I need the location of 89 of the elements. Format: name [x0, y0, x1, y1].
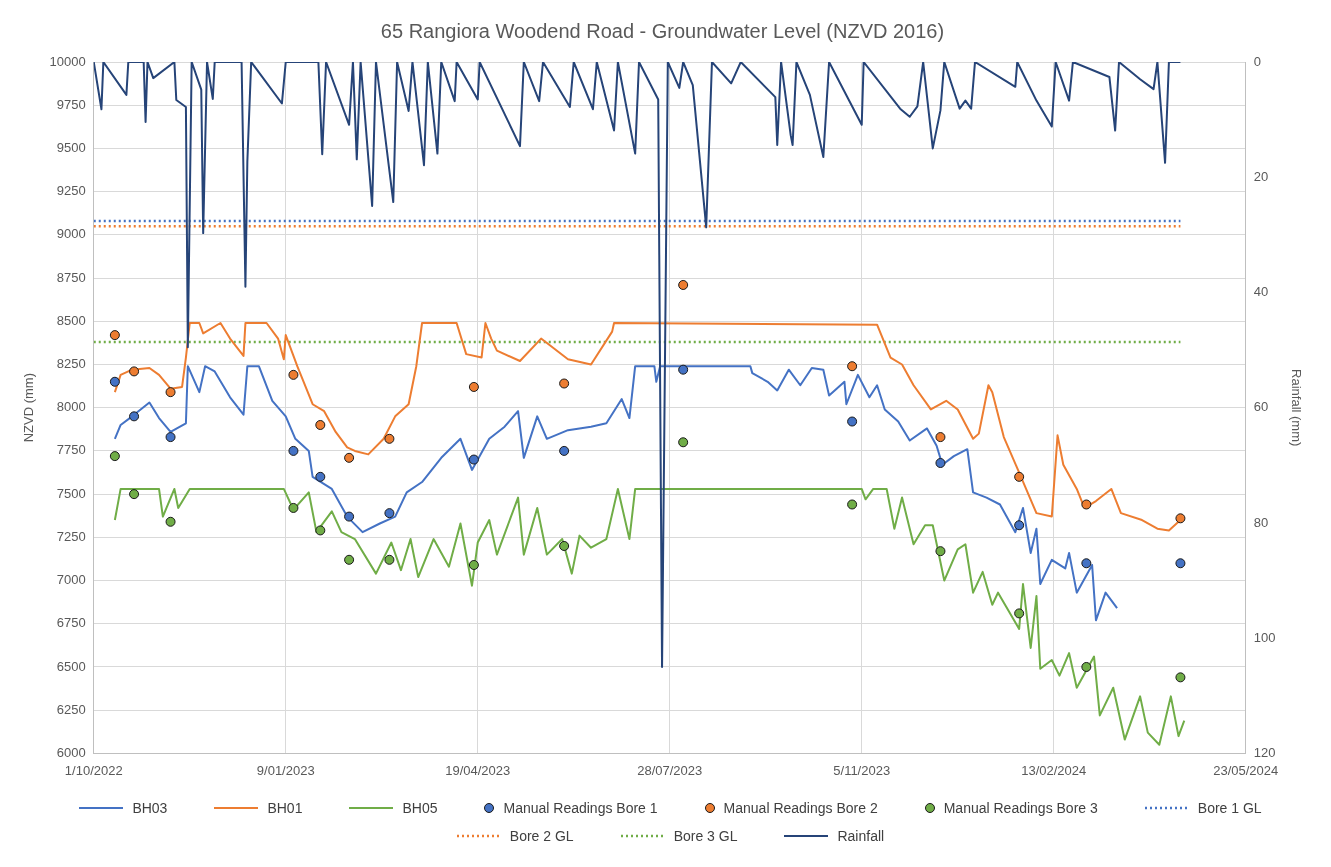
- point: [935, 546, 946, 557]
- point: [315, 419, 326, 430]
- legend-label: Rainfall: [837, 828, 885, 844]
- point: [384, 554, 395, 565]
- x-tick-label: 13/02/2024: [1021, 762, 1087, 778]
- legend-label: Bore 3 GL: [673, 828, 738, 844]
- legend-label: Manual Readings Bore 1: [503, 800, 658, 816]
- x-tick-label: 19/04/2023: [445, 762, 511, 778]
- y-tick-label: 9250: [56, 183, 86, 199]
- point: [344, 511, 355, 522]
- point: [1175, 558, 1186, 569]
- chart-title: 65 Rangiora Woodend Road - Groundwater Level (NZVD 2016): [380, 19, 945, 42]
- legend-label: Bore 1 GL: [1197, 800, 1262, 816]
- y2-tick-label: 80: [1253, 514, 1269, 530]
- y-tick-label: 8750: [56, 269, 86, 285]
- point: [678, 279, 689, 290]
- y2-tick-label: 0: [1253, 53, 1261, 69]
- y2-tick-label: 60: [1253, 399, 1269, 415]
- point: [129, 489, 140, 500]
- point: [1081, 661, 1092, 672]
- y-tick-label: 7250: [56, 528, 86, 544]
- x-tick-label: 1/10/2022: [64, 762, 123, 778]
- y2-axis-title: Rainfall (mm): [1288, 369, 1304, 447]
- point: [129, 411, 140, 422]
- point: [315, 471, 326, 482]
- point: [288, 502, 299, 513]
- legend-label: BH05: [402, 800, 438, 816]
- y-tick-label: 6250: [56, 701, 86, 717]
- point: [288, 445, 299, 456]
- point: [165, 516, 176, 527]
- point: [109, 330, 120, 341]
- y2-tick-label: 120: [1253, 744, 1276, 760]
- point: [1175, 513, 1186, 524]
- point: [129, 366, 140, 377]
- point: [559, 540, 570, 551]
- point: [315, 525, 326, 536]
- y-tick-label: 8000: [56, 399, 86, 415]
- point: [1014, 608, 1025, 619]
- point: [384, 508, 395, 519]
- point: [344, 452, 355, 463]
- x-tick-label: 23/05/2024: [1213, 762, 1279, 778]
- y-tick-label: 8500: [56, 312, 86, 328]
- point: [935, 432, 946, 443]
- point: [1014, 471, 1025, 482]
- y-tick-label: 8250: [56, 356, 86, 372]
- legend-label: Manual Readings Bore 3: [943, 800, 1098, 816]
- x-tick-label: 9/01/2023: [256, 762, 315, 778]
- y-tick-label: 7000: [56, 572, 86, 588]
- y2-tick-label: 40: [1253, 284, 1269, 300]
- point: [847, 416, 858, 427]
- y-tick-label: 7500: [56, 485, 86, 501]
- point: [935, 458, 946, 469]
- point: [384, 433, 395, 444]
- point: [847, 361, 858, 372]
- point: [847, 499, 858, 510]
- y2-tick-label: 20: [1253, 168, 1269, 184]
- point: [559, 378, 570, 389]
- y-tick-label: 6750: [56, 615, 86, 631]
- legend-label: Manual Readings Bore 2: [723, 800, 878, 816]
- point: [678, 437, 689, 448]
- point: [1175, 672, 1186, 683]
- y2-tick-label: 100: [1253, 629, 1276, 645]
- y-tick-label: 6000: [56, 744, 86, 760]
- y-tick-label: 9000: [56, 226, 86, 242]
- point: [165, 432, 176, 443]
- y-axis-title: NZVD (mm): [21, 373, 37, 443]
- point: [468, 381, 479, 392]
- point: [109, 376, 120, 387]
- y-tick-label: 6500: [56, 658, 86, 674]
- y-tick-label: 9750: [56, 96, 86, 112]
- point: [468, 559, 479, 570]
- point: [165, 387, 176, 398]
- point: [109, 451, 120, 462]
- point: [559, 445, 570, 456]
- point: [1081, 558, 1092, 569]
- point: [344, 554, 355, 565]
- legend-label: Bore 2 GL: [509, 828, 574, 844]
- point: [1081, 499, 1092, 510]
- point: [468, 454, 479, 465]
- x-tick-label: 28/07/2023: [637, 762, 703, 778]
- legend-label: BH03: [132, 800, 168, 816]
- y-tick-label: 9500: [56, 140, 86, 155]
- x-tick-label: 5/11/2023: [833, 762, 891, 778]
- legend-label: BH01: [267, 800, 303, 816]
- point: [678, 364, 689, 375]
- point: [1014, 520, 1025, 531]
- point: [288, 369, 299, 380]
- y-tick-label: 10000: [49, 53, 86, 69]
- y-tick-label: 7750: [56, 442, 86, 458]
